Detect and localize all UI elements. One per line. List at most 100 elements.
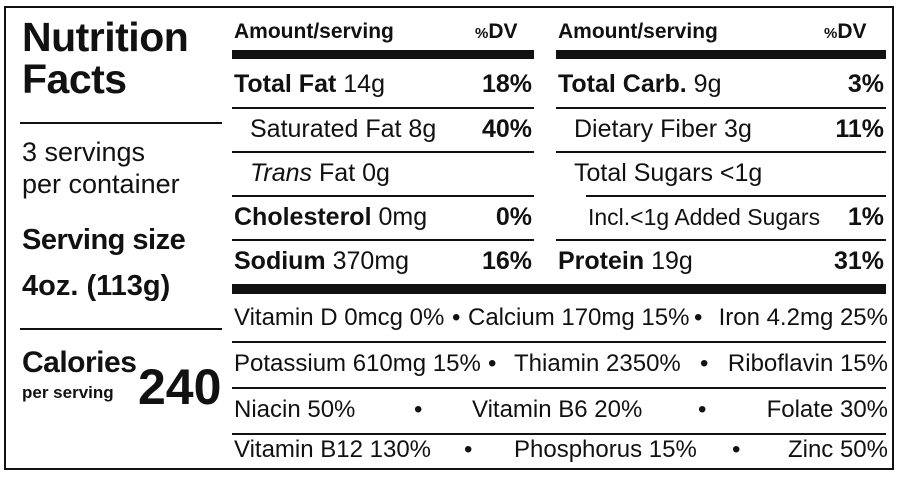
vitamin-row-2: Potassium 610mg 15% • Thiamin 2350% • Ri… bbox=[232, 342, 888, 386]
nutrient-dv: 3% bbox=[847, 70, 884, 98]
nutrient-label: Cholesterol bbox=[234, 203, 372, 231]
nutrient-row-total-carb: Total Carb. 9g 3% bbox=[558, 62, 884, 106]
nutrient-row-protein: Protein 19g 31% bbox=[558, 239, 884, 283]
vitamin-item: Potassium 610mg 15% bbox=[234, 350, 481, 377]
nutrient-row-saturated-fat: Saturated Fat 8g 40% bbox=[234, 107, 532, 151]
nutrient-amount: 14g bbox=[343, 70, 385, 98]
bullet: • bbox=[698, 396, 707, 423]
nutrient-label: Sodium bbox=[234, 247, 326, 275]
row-divider bbox=[232, 151, 534, 153]
nutrient-dv: 0% bbox=[495, 203, 532, 231]
nutrient-dv: 40% bbox=[481, 115, 532, 143]
nutrient-row-cholesterol: Cholesterol 0mg 0% bbox=[234, 195, 532, 239]
nutrient-row-sodium: Sodium 370mg 16% bbox=[234, 239, 532, 283]
bullet: • bbox=[732, 436, 741, 463]
nutrient-name: Protein 19g bbox=[558, 239, 693, 283]
nutrient-label: Saturated Fat 8g bbox=[250, 115, 437, 143]
nutrient-amount: 370mg bbox=[332, 247, 410, 275]
divider bbox=[20, 122, 222, 124]
dv-text: DV bbox=[837, 20, 867, 43]
trans-italic: Trans bbox=[250, 159, 313, 187]
bullet: • bbox=[488, 350, 497, 377]
bullet: • bbox=[414, 396, 423, 423]
nutrient-row-dietary-fiber: Dietary Fiber 3g 11% bbox=[558, 107, 884, 151]
vitamin-item: Zinc 50% bbox=[787, 436, 888, 463]
vitamin-item: Phosphorus 15% bbox=[514, 436, 697, 463]
nutrient-row-added-sugars: Incl.<1g Added Sugars 1% bbox=[558, 195, 884, 239]
nutrient-row-total-fat: Total Fat 14g 18% bbox=[234, 62, 532, 106]
serving-size-label: Serving size bbox=[22, 224, 186, 256]
amount-header-right: Amount/serving bbox=[558, 20, 718, 43]
nutrient-name: Total Carb. 9g bbox=[558, 62, 721, 106]
nutrient-label: Total Carb. bbox=[558, 70, 687, 98]
thick-bar bbox=[556, 50, 886, 59]
servings-per-container: 3 servings per container bbox=[22, 136, 232, 200]
vitamin-item: Riboflavin 15% bbox=[727, 350, 888, 377]
nutrient-dv: 18% bbox=[481, 70, 532, 98]
nutrient-name: Sodium 370mg bbox=[234, 239, 409, 283]
nutrient-label: Fat 0g bbox=[319, 159, 390, 187]
divider bbox=[20, 328, 222, 330]
nutrient-dv: 1% bbox=[847, 203, 884, 231]
vitamin-item: Vitamin B6 20% bbox=[472, 396, 643, 423]
row-divider bbox=[232, 433, 886, 435]
nutrient-label: Protein bbox=[558, 247, 645, 275]
row-divider bbox=[556, 239, 886, 241]
servings-line2: per container bbox=[22, 169, 180, 199]
row-divider bbox=[232, 107, 534, 109]
calories-value: 240 bbox=[138, 359, 222, 415]
nutrient-name: Cholesterol 0mg bbox=[234, 195, 427, 239]
nutrient-name: Total Fat 14g bbox=[234, 62, 385, 106]
vitamin-item: Calcium 170mg 15% bbox=[468, 304, 690, 331]
vitamin-item: Thiamin 2350% bbox=[514, 350, 681, 377]
nutrient-amount: 0mg bbox=[378, 203, 428, 231]
nutrition-facts-label: Nutrition Facts 3 servings per container… bbox=[4, 6, 894, 470]
dv-header-left: %DV bbox=[475, 20, 518, 46]
title-line2: Facts bbox=[22, 56, 127, 102]
bullet: • bbox=[452, 304, 461, 331]
nutrient-amount: 9g bbox=[693, 70, 722, 98]
servings-line1: 3 servings bbox=[22, 137, 146, 167]
nutrient-label: Incl.<1g Added Sugars bbox=[588, 204, 821, 230]
row-divider bbox=[232, 195, 534, 197]
bullet: • bbox=[464, 436, 473, 463]
thick-bar bbox=[232, 284, 886, 294]
dv-header-right: %DV bbox=[824, 20, 867, 46]
nutrient-name: Trans Fat 0g bbox=[250, 151, 390, 195]
vitamin-row-1: Vitamin D 0mcg 0% • Calcium 170mg 15% • … bbox=[232, 296, 888, 340]
row-divider bbox=[232, 387, 886, 389]
dv-text: DV bbox=[488, 20, 518, 43]
row-divider bbox=[586, 195, 886, 197]
vitamin-row-4: Vitamin B12 130% • Phosphorus 15% • Zinc… bbox=[232, 428, 888, 472]
percent-symbol: % bbox=[824, 25, 838, 42]
serving-size-value: 4oz. (113g) bbox=[22, 270, 171, 302]
row-divider bbox=[556, 107, 886, 109]
nutrient-dv: 16% bbox=[481, 247, 532, 275]
nutrient-amount: 19g bbox=[651, 247, 693, 275]
vitamin-item: Vitamin D 0mcg 0% bbox=[234, 304, 445, 331]
bullet: • bbox=[694, 304, 703, 331]
bullet: • bbox=[700, 350, 709, 377]
thick-bar bbox=[232, 50, 534, 59]
vitamin-item: Vitamin B12 130% bbox=[234, 436, 432, 463]
nutrient-label: Total Sugars <1g bbox=[574, 159, 763, 187]
nutrient-row-total-sugars: Total Sugars <1g bbox=[558, 151, 884, 195]
amount-header-left: Amount/serving bbox=[234, 20, 394, 43]
vitamin-row-3: Niacin 50% • Vitamin B6 20% • Folate 30% bbox=[232, 388, 888, 432]
calories-sub: per serving bbox=[22, 383, 114, 402]
vitamin-item: Iron 4.2mg 25% bbox=[718, 304, 888, 331]
vitamin-item: Niacin 50% bbox=[234, 396, 356, 423]
row-divider bbox=[556, 151, 886, 153]
vitamin-item: Folate 30% bbox=[766, 396, 888, 423]
nutrient-row-trans-fat: Trans Fat 0g bbox=[234, 151, 532, 195]
nutrient-label: Dietary Fiber 3g bbox=[574, 115, 752, 143]
title-line1: Nutrition bbox=[22, 14, 189, 60]
row-divider bbox=[232, 239, 534, 241]
nutrient-dv: 11% bbox=[835, 115, 884, 143]
calories-label: Calories bbox=[22, 346, 137, 379]
title: Nutrition Facts bbox=[22, 16, 232, 100]
percent-symbol: % bbox=[475, 25, 489, 42]
nutrient-label: Total Fat bbox=[234, 70, 337, 98]
row-divider bbox=[232, 341, 886, 343]
nutrient-dv: 31% bbox=[833, 247, 884, 275]
